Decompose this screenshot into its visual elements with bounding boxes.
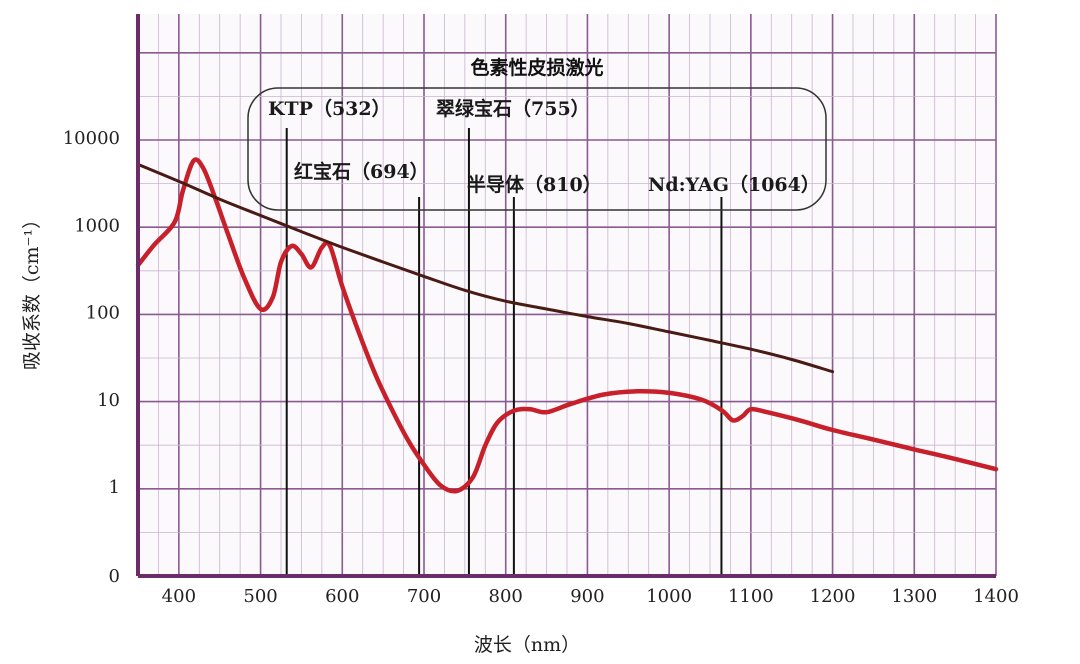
laser-labels: KTP（532） 红宝石（694） 翠绿宝石（755） 半导体（810） Nd:YAG（… [268,97,820,196]
y-tick-label: 10 [97,390,120,411]
x-tick-label: 1100 [728,586,774,607]
laser-label: 翠绿宝石（755） [436,97,590,120]
series-line-red [135,157,999,494]
y-tick-label: 1000 [74,215,120,236]
y-tick-label: 10000 [63,128,120,149]
laser-lines [285,128,723,576]
laser-box [247,87,827,211]
x-tick-label: 1400 [973,586,1019,607]
y-axis-title: 吸收系数（cm⁻¹） [21,210,43,370]
y-tick-labels: 0 1 10 100 1000 10000 [63,128,120,587]
x-tick-label: 1200 [810,586,856,607]
x-tick-labels: 400 500 600 700 800 900 1000 1100 1200 1300 1400 [162,586,1019,607]
x-tick-label: 500 [243,586,277,607]
laser-label: 半导体（810） [467,173,602,196]
x-tick-label: 800 [489,586,523,607]
y-tick-label: 100 [86,303,120,324]
laser-box-title: 色素性皮损激光 [470,56,603,79]
x-tick-label: 1300 [891,586,937,607]
y-tick-label: 1 [109,477,120,498]
x-axis-title: 波长（nm） [474,634,580,656]
x-tick-label: 600 [325,586,359,607]
series-group [135,157,999,494]
x-tick-label: 700 [407,586,441,607]
x-tick-label: 400 [162,586,196,607]
laser-label: KTP（532） [268,97,391,120]
series-line-dark [136,162,835,374]
x-tick-label: 900 [570,586,604,607]
x-tick-label: 1000 [646,586,692,607]
y-tick-label: 0 [109,566,120,587]
laser-label: Nd:YAG（1064） [648,173,820,196]
laser-label: 红宝石（694） [294,160,429,183]
